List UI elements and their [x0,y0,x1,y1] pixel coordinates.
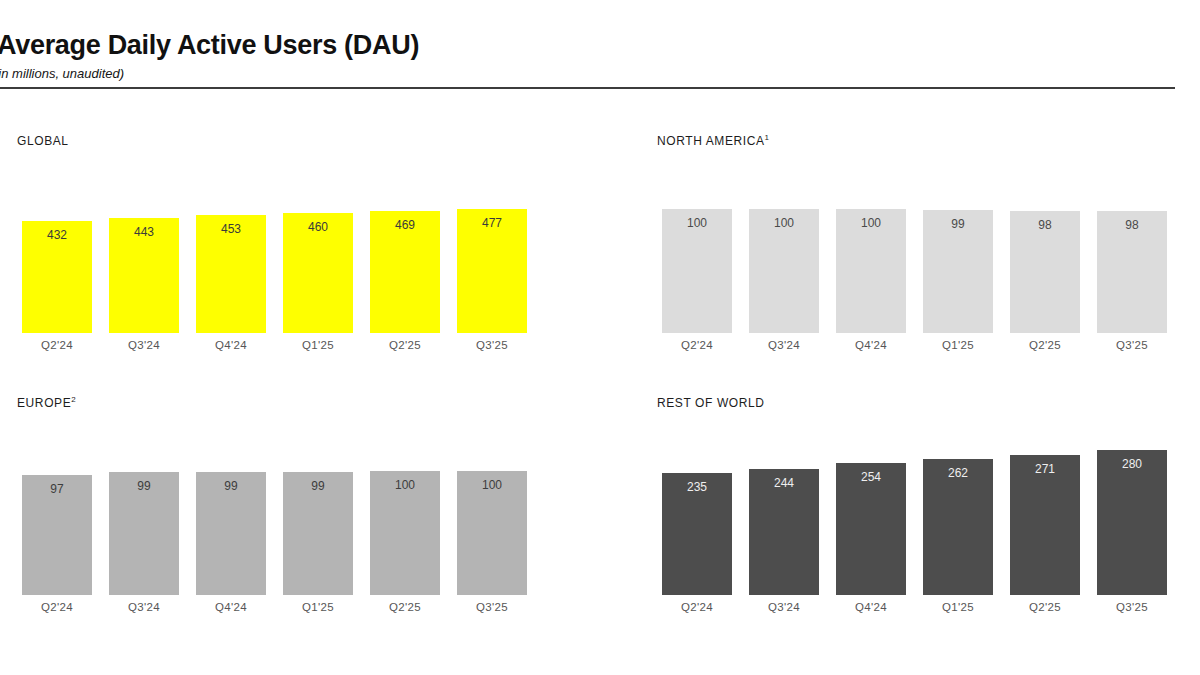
bar: 100Q2'25 [370,471,440,595]
bar-category-label: Q4'24 [196,339,266,351]
bar-category-label: Q2'24 [22,339,92,351]
bar-category-label: Q1'25 [283,601,353,613]
bar: 99Q4'24 [196,472,266,595]
bar: 99Q1'25 [923,210,993,333]
bar-group-global: 432Q2'24443Q3'24453Q4'24460Q1'25469Q2'25… [22,133,527,333]
bar-category-label: Q2'25 [1010,339,1080,351]
bar: 271Q2'25 [1010,455,1080,595]
bar-value-label: 460 [283,220,353,234]
bar-category-label: Q1'25 [923,339,993,351]
bar: 98Q2'25 [1010,211,1080,333]
page-title: Average Daily Active Users (DAU) [0,30,419,61]
bar-value-label: 477 [457,216,527,230]
bar-value-label: 432 [22,228,92,242]
bar-group-north-america: 100Q2'24100Q3'24100Q4'2499Q1'2598Q2'2598… [662,133,1167,333]
bar: 460Q1'25 [283,213,353,333]
header-divider [0,87,1175,89]
bar: 254Q4'24 [836,463,906,595]
bar-category-label: Q3'25 [1097,339,1167,351]
chart-rest-of-world: REST OF WORLD 235Q2'24244Q3'24254Q4'2426… [657,395,1177,625]
bar-category-label: Q3'25 [1097,601,1167,613]
bar-category-label: Q2'25 [370,339,440,351]
bar: 453Q4'24 [196,215,266,333]
bar-category-label: Q2'25 [1010,601,1080,613]
bar-value-label: 100 [457,478,527,492]
bar: 244Q3'24 [749,469,819,595]
chart-europe: EUROPE2 97Q2'2499Q3'2499Q4'2499Q1'25100Q… [17,395,537,625]
bar-value-label: 100 [749,216,819,230]
bar-category-label: Q4'24 [196,601,266,613]
bar: 469Q2'25 [370,211,440,333]
bar-value-label: 100 [370,478,440,492]
bar-value-label: 98 [1097,218,1167,232]
bar: 432Q2'24 [22,221,92,333]
bar-value-label: 99 [109,479,179,493]
bar: 100Q3'25 [457,471,527,595]
bar: 477Q3'25 [457,209,527,333]
bar-category-label: Q3'25 [457,601,527,613]
bar-category-label: Q3'25 [457,339,527,351]
bar-value-label: 99 [283,479,353,493]
bar-value-label: 254 [836,470,906,484]
bar: 262Q1'25 [923,459,993,595]
bar-value-label: 235 [662,480,732,494]
bar-value-label: 100 [836,216,906,230]
bar-value-label: 443 [109,225,179,239]
bar: 280Q3'25 [1097,450,1167,595]
bar: 235Q2'24 [662,473,732,595]
bar-category-label: Q3'24 [749,601,819,613]
bar: 99Q3'24 [109,472,179,595]
bar-value-label: 453 [196,222,266,236]
bar-category-label: Q1'25 [923,601,993,613]
bar-value-label: 469 [370,218,440,232]
bar: 97Q2'24 [22,475,92,595]
bar-category-label: Q2'24 [662,339,732,351]
dau-slide: { "header": { "title": "Average Daily Ac… [0,0,1200,675]
bar-group-rest-of-world: 235Q2'24244Q3'24254Q4'24262Q1'25271Q2'25… [662,395,1167,595]
bar-value-label: 280 [1097,457,1167,471]
bar-category-label: Q3'24 [109,601,179,613]
bar-value-label: 262 [923,466,993,480]
bar-category-label: Q1'25 [283,339,353,351]
bar-category-label: Q2'24 [22,601,92,613]
page-subtitle: (in millions, unaudited) [0,66,124,81]
bar-category-label: Q2'24 [662,601,732,613]
bar-value-label: 244 [749,476,819,490]
bar: 99Q1'25 [283,472,353,595]
bar: 100Q3'24 [749,209,819,333]
bar: 98Q3'25 [1097,211,1167,333]
bar-value-label: 271 [1010,462,1080,476]
bar-value-label: 99 [923,217,993,231]
bar-category-label: Q2'25 [370,601,440,613]
bar-value-label: 100 [662,216,732,230]
bar: 100Q4'24 [836,209,906,333]
bar-value-label: 98 [1010,218,1080,232]
bar-category-label: Q3'24 [749,339,819,351]
bar-group-europe: 97Q2'2499Q3'2499Q4'2499Q1'25100Q2'25100Q… [22,395,527,595]
chart-global: GLOBAL 432Q2'24443Q3'24453Q4'24460Q1'254… [17,133,537,363]
bar-category-label: Q3'24 [109,339,179,351]
bar: 443Q3'24 [109,218,179,333]
bar: 100Q2'24 [662,209,732,333]
bar-value-label: 99 [196,479,266,493]
bar-value-label: 97 [22,482,92,496]
bar-category-label: Q4'24 [836,339,906,351]
chart-north-america: NORTH AMERICA1 100Q2'24100Q3'24100Q4'249… [657,133,1177,363]
bar-category-label: Q4'24 [836,601,906,613]
